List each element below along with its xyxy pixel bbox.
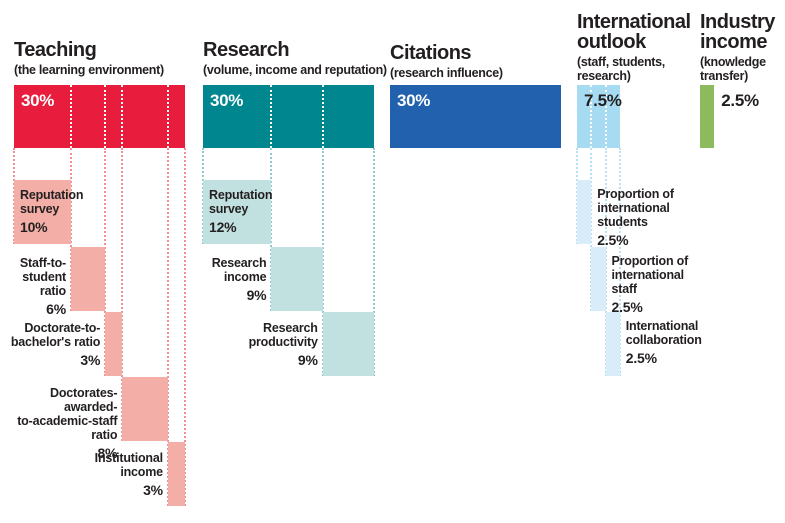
- bar-divider-international-outlook-1: [590, 85, 593, 148]
- sub-label-international-outlook-0: Proportion of international students 2.5%: [597, 187, 674, 247]
- sub-label-text: Doctorate-to- bachelor's ratio: [10, 321, 101, 349]
- sub-label-text: Research productivity: [248, 321, 318, 349]
- pillar-subtitle-teaching: (the learning environment): [14, 63, 164, 77]
- sub-label-international-outlook-2: International collaboration 2.5%: [626, 319, 702, 365]
- pillar-title-research: Research: [203, 39, 290, 61]
- pillar-header-international-outlook: International outlook (staff, students, …: [577, 12, 691, 83]
- pillar-title-international-outlook: International outlook: [577, 11, 691, 53]
- sub-block-teaching-3: [122, 377, 168, 441]
- sub-label-text: Proportion of international staff: [611, 254, 689, 296]
- main-bar-international-outlook: [577, 85, 620, 148]
- sub-block-international-outlook-1: [591, 247, 606, 311]
- dotted-line-international-outlook-1: [590, 148, 593, 311]
- bar-divider-research-1: [270, 85, 273, 148]
- dotted-line-research-2: [321, 148, 324, 376]
- dotted-line-international-outlook-2: [604, 148, 607, 376]
- weight-label-research: 30%: [210, 91, 244, 110]
- sub-block-teaching-0: [14, 180, 71, 244]
- sub-label-pct: 10%: [20, 219, 48, 235]
- sub-label-pct: 6%: [46, 301, 66, 317]
- bar-divider-teaching-2: [104, 85, 107, 148]
- weight-label-international-outlook: 7.5%: [584, 91, 622, 110]
- sub-label-teaching-3: Doctorates-awarded- to-academic-staff ra…: [0, 386, 117, 460]
- pillar-subtitle-industry-income: (knowledge transfer): [700, 55, 766, 83]
- weight-label-teaching: 30%: [21, 91, 55, 110]
- sub-label-research-0: Reputation survey 12%: [209, 188, 272, 234]
- sub-label-text: International collaboration: [625, 319, 702, 347]
- dotted-line-teaching-1: [70, 148, 72, 311]
- pillar-header-research: Research (volume, income and reputation): [203, 40, 387, 78]
- sub-block-teaching-2: [105, 312, 123, 376]
- pillar-subtitle-citations: (research influence): [390, 66, 503, 80]
- sub-label-pct: 2.5%: [611, 299, 643, 315]
- sub-block-teaching-4: [167, 442, 185, 506]
- sub-block-research-0: [203, 180, 272, 244]
- bar-divider-teaching-3: [121, 85, 124, 148]
- sub-block-international-outlook-2: [605, 312, 620, 376]
- sub-block-international-outlook-0: [577, 180, 592, 244]
- bar-divider-international-outlook-2: [604, 85, 607, 148]
- dotted-line-teaching-2: [104, 148, 107, 376]
- main-bar-research: [203, 85, 374, 148]
- sub-label-pct: 12%: [209, 219, 237, 235]
- sub-label-pct: 9%: [297, 352, 318, 368]
- sub-label-pct: 3%: [143, 482, 163, 498]
- sub-block-research-2: [322, 312, 374, 376]
- sub-label-pct: 3%: [80, 352, 101, 368]
- dotted-line-international-outlook-3: [618, 148, 621, 376]
- sub-label-research-1: Research income 9%: [212, 256, 267, 302]
- sub-label-pct: 2.5%: [625, 350, 657, 366]
- sub-label-pct: 8%: [97, 445, 118, 461]
- sub-label-text: Reputation survey: [209, 188, 273, 216]
- sub-label-text: Staff-to- student ratio: [19, 256, 66, 298]
- sub-label-international-outlook-1: Proportion of international staff 2.5%: [612, 254, 689, 314]
- sub-block-research-1: [271, 247, 323, 311]
- sub-label-pct: 2.5%: [597, 232, 629, 248]
- sub-label-text: Doctorates-awarded- to-academic-staff ra…: [17, 386, 118, 442]
- pillar-subtitle-research: (volume, income and reputation): [203, 63, 387, 77]
- dotted-line-research-3: [373, 148, 375, 376]
- pillar-header-industry-income: Industry income (knowledge transfer): [700, 12, 775, 83]
- pillar-header-citations: Citations (research influence): [390, 43, 503, 81]
- sub-label-teaching-4: Institutional income 3%: [95, 451, 163, 497]
- sub-label-text: Institutional income: [94, 451, 163, 479]
- weight-label-industry-income: 2.5%: [721, 91, 759, 110]
- dotted-line-teaching-3: [121, 148, 124, 441]
- pillar-title-citations: Citations: [390, 42, 472, 64]
- sub-label-text: Reputation survey: [20, 188, 84, 216]
- sub-label-teaching-0: Reputation survey 10%: [20, 188, 83, 234]
- pillar-title-teaching: Teaching: [14, 39, 97, 61]
- sub-label-research-2: Research productivity 9%: [249, 321, 318, 367]
- pillar-header-teaching: Teaching (the learning environment): [14, 40, 164, 78]
- sub-block-teaching-1: [71, 247, 106, 311]
- sub-label-teaching-1: Staff-to- student ratio 6%: [20, 256, 66, 316]
- main-bar-teaching: [14, 85, 185, 148]
- bar-divider-teaching-1: [70, 85, 72, 148]
- sub-label-teaching-2: Doctorate-to- bachelor's ratio 3%: [10, 321, 101, 368]
- bar-divider-research-2: [321, 85, 324, 148]
- sub-label-text: Proportion of international students: [597, 187, 674, 229]
- dotted-line-teaching-4: [166, 148, 169, 506]
- sub-label-text: Research income: [211, 256, 267, 284]
- main-bar-industry-income: [700, 85, 715, 148]
- pillar-title-industry-income: Industry income: [700, 11, 775, 53]
- weight-label-citations: 30%: [397, 91, 431, 110]
- main-bar-citations: [390, 85, 561, 148]
- dotted-line-research-1: [270, 148, 273, 311]
- bar-divider-teaching-4: [166, 85, 169, 148]
- pillar-subtitle-international-outlook: (staff, students, research): [577, 55, 665, 83]
- sub-label-pct: 9%: [246, 287, 267, 303]
- dotted-line-teaching-5: [184, 148, 186, 506]
